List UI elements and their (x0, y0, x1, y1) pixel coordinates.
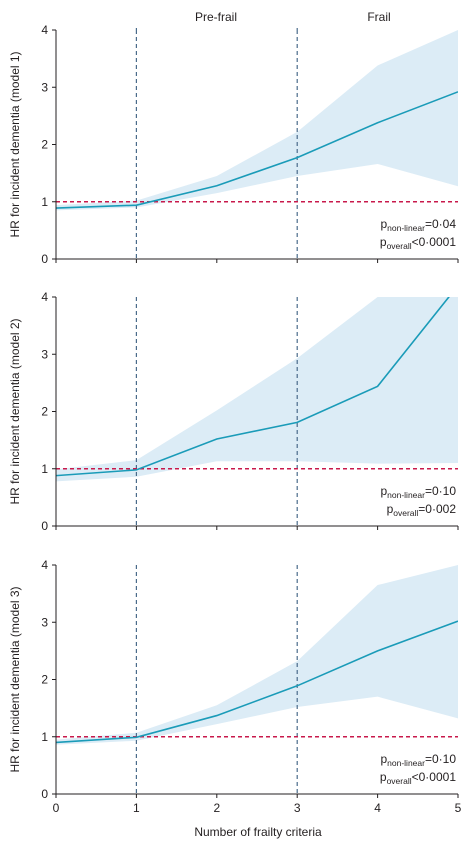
y-tick-label: 3 (41, 80, 48, 94)
y-axis-title: HR for incident dementia (model 1) (8, 51, 22, 237)
p-overall-label-symbol: p (380, 235, 387, 249)
panel-model-3: 0 1 2 3 4 0 1 2 3 4 5 HR for incident dementia (mod… (8, 558, 462, 815)
p-overall-label-value: <0·0001 (412, 770, 457, 784)
panels: 0 1 2 3 4 HR for incident dementia (model 1) p… (8, 23, 462, 815)
p-nonlinear-label-symbol: p (380, 752, 387, 766)
header-frail: Frail (367, 10, 390, 24)
hr-line (56, 297, 450, 477)
p-nonlinear-label-value: =0·10 (425, 484, 456, 498)
panel-model-1: 0 1 2 3 4 HR for incident dementia (model 1) p… (8, 23, 459, 266)
y-tick-label: 3 (41, 347, 48, 361)
p-overall-label-symbol: p (387, 502, 394, 516)
x-tick-label: 4 (374, 801, 381, 815)
p-nonlinear-label-value: =0·10 (425, 752, 456, 766)
y-tick-label: 0 (41, 252, 48, 266)
p-overall-label-symbol: p (380, 770, 387, 784)
x-axis-title: Number of frailty criteria (194, 825, 322, 839)
confidence-band (56, 297, 458, 482)
p-overall-label: poverall=0·002 (387, 502, 457, 518)
y-tick-label: 4 (41, 290, 48, 304)
p-overall-label-subscript: overall (387, 241, 412, 251)
p-nonlinear-label-symbol: p (380, 484, 387, 498)
y-tick-label: 0 (41, 787, 48, 801)
p-nonlinear-label-subscript: non-linear (387, 490, 425, 500)
p-nonlinear-label-symbol: p (380, 217, 387, 231)
x-tick-label: 2 (213, 801, 220, 815)
p-nonlinear-label: pnon-linear=0·04 (380, 217, 456, 233)
panel-model-2: 0 1 2 3 4 HR for incident dementia (model 2) p… (8, 290, 459, 533)
y-axis-title: HR for incident dementia (model 2) (8, 318, 22, 504)
hr-line (56, 620, 458, 744)
p-overall-label: poverall<0·0001 (380, 770, 456, 786)
y-tick-label: 1 (41, 462, 48, 476)
y-tick-label: 3 (41, 615, 48, 629)
p-overall-label-subscript: overall (393, 508, 418, 518)
p-nonlinear-label-value: =0·04 (425, 217, 456, 231)
p-overall-label-value: =0·002 (418, 502, 456, 516)
y-tick-label: 1 (41, 730, 48, 744)
confidence-band (56, 30, 458, 211)
y-tick-label: 2 (41, 673, 48, 687)
p-overall-label: poverall<0·0001 (380, 235, 456, 251)
x-tick-label: 0 (53, 801, 60, 815)
p-nonlinear-label-subscript: non-linear (387, 758, 425, 768)
p-overall-label-subscript: overall (387, 776, 412, 786)
y-tick-label: 4 (41, 23, 48, 37)
p-nonlinear-label: pnon-linear=0·10 (380, 484, 456, 500)
y-tick-label: 2 (41, 405, 48, 419)
y-axis-title: HR for incident dementia (model 3) (8, 586, 22, 772)
y-tick-label: 2 (41, 138, 48, 152)
p-overall-label-value: <0·0001 (412, 235, 457, 249)
p-nonlinear-label: pnon-linear=0·10 (380, 752, 456, 768)
y-tick-label: 0 (41, 519, 48, 533)
p-nonlinear-label-subscript: non-linear (387, 223, 425, 233)
y-tick-label: 4 (41, 558, 48, 572)
confidence-band (56, 565, 458, 745)
x-tick-label: 1 (133, 801, 140, 815)
header-prefrail: Pre-frail (195, 10, 237, 24)
y-tick-label: 1 (41, 195, 48, 209)
x-tick-label: 3 (294, 801, 301, 815)
x-tick-label: 5 (455, 801, 462, 815)
hr-line (56, 91, 458, 209)
